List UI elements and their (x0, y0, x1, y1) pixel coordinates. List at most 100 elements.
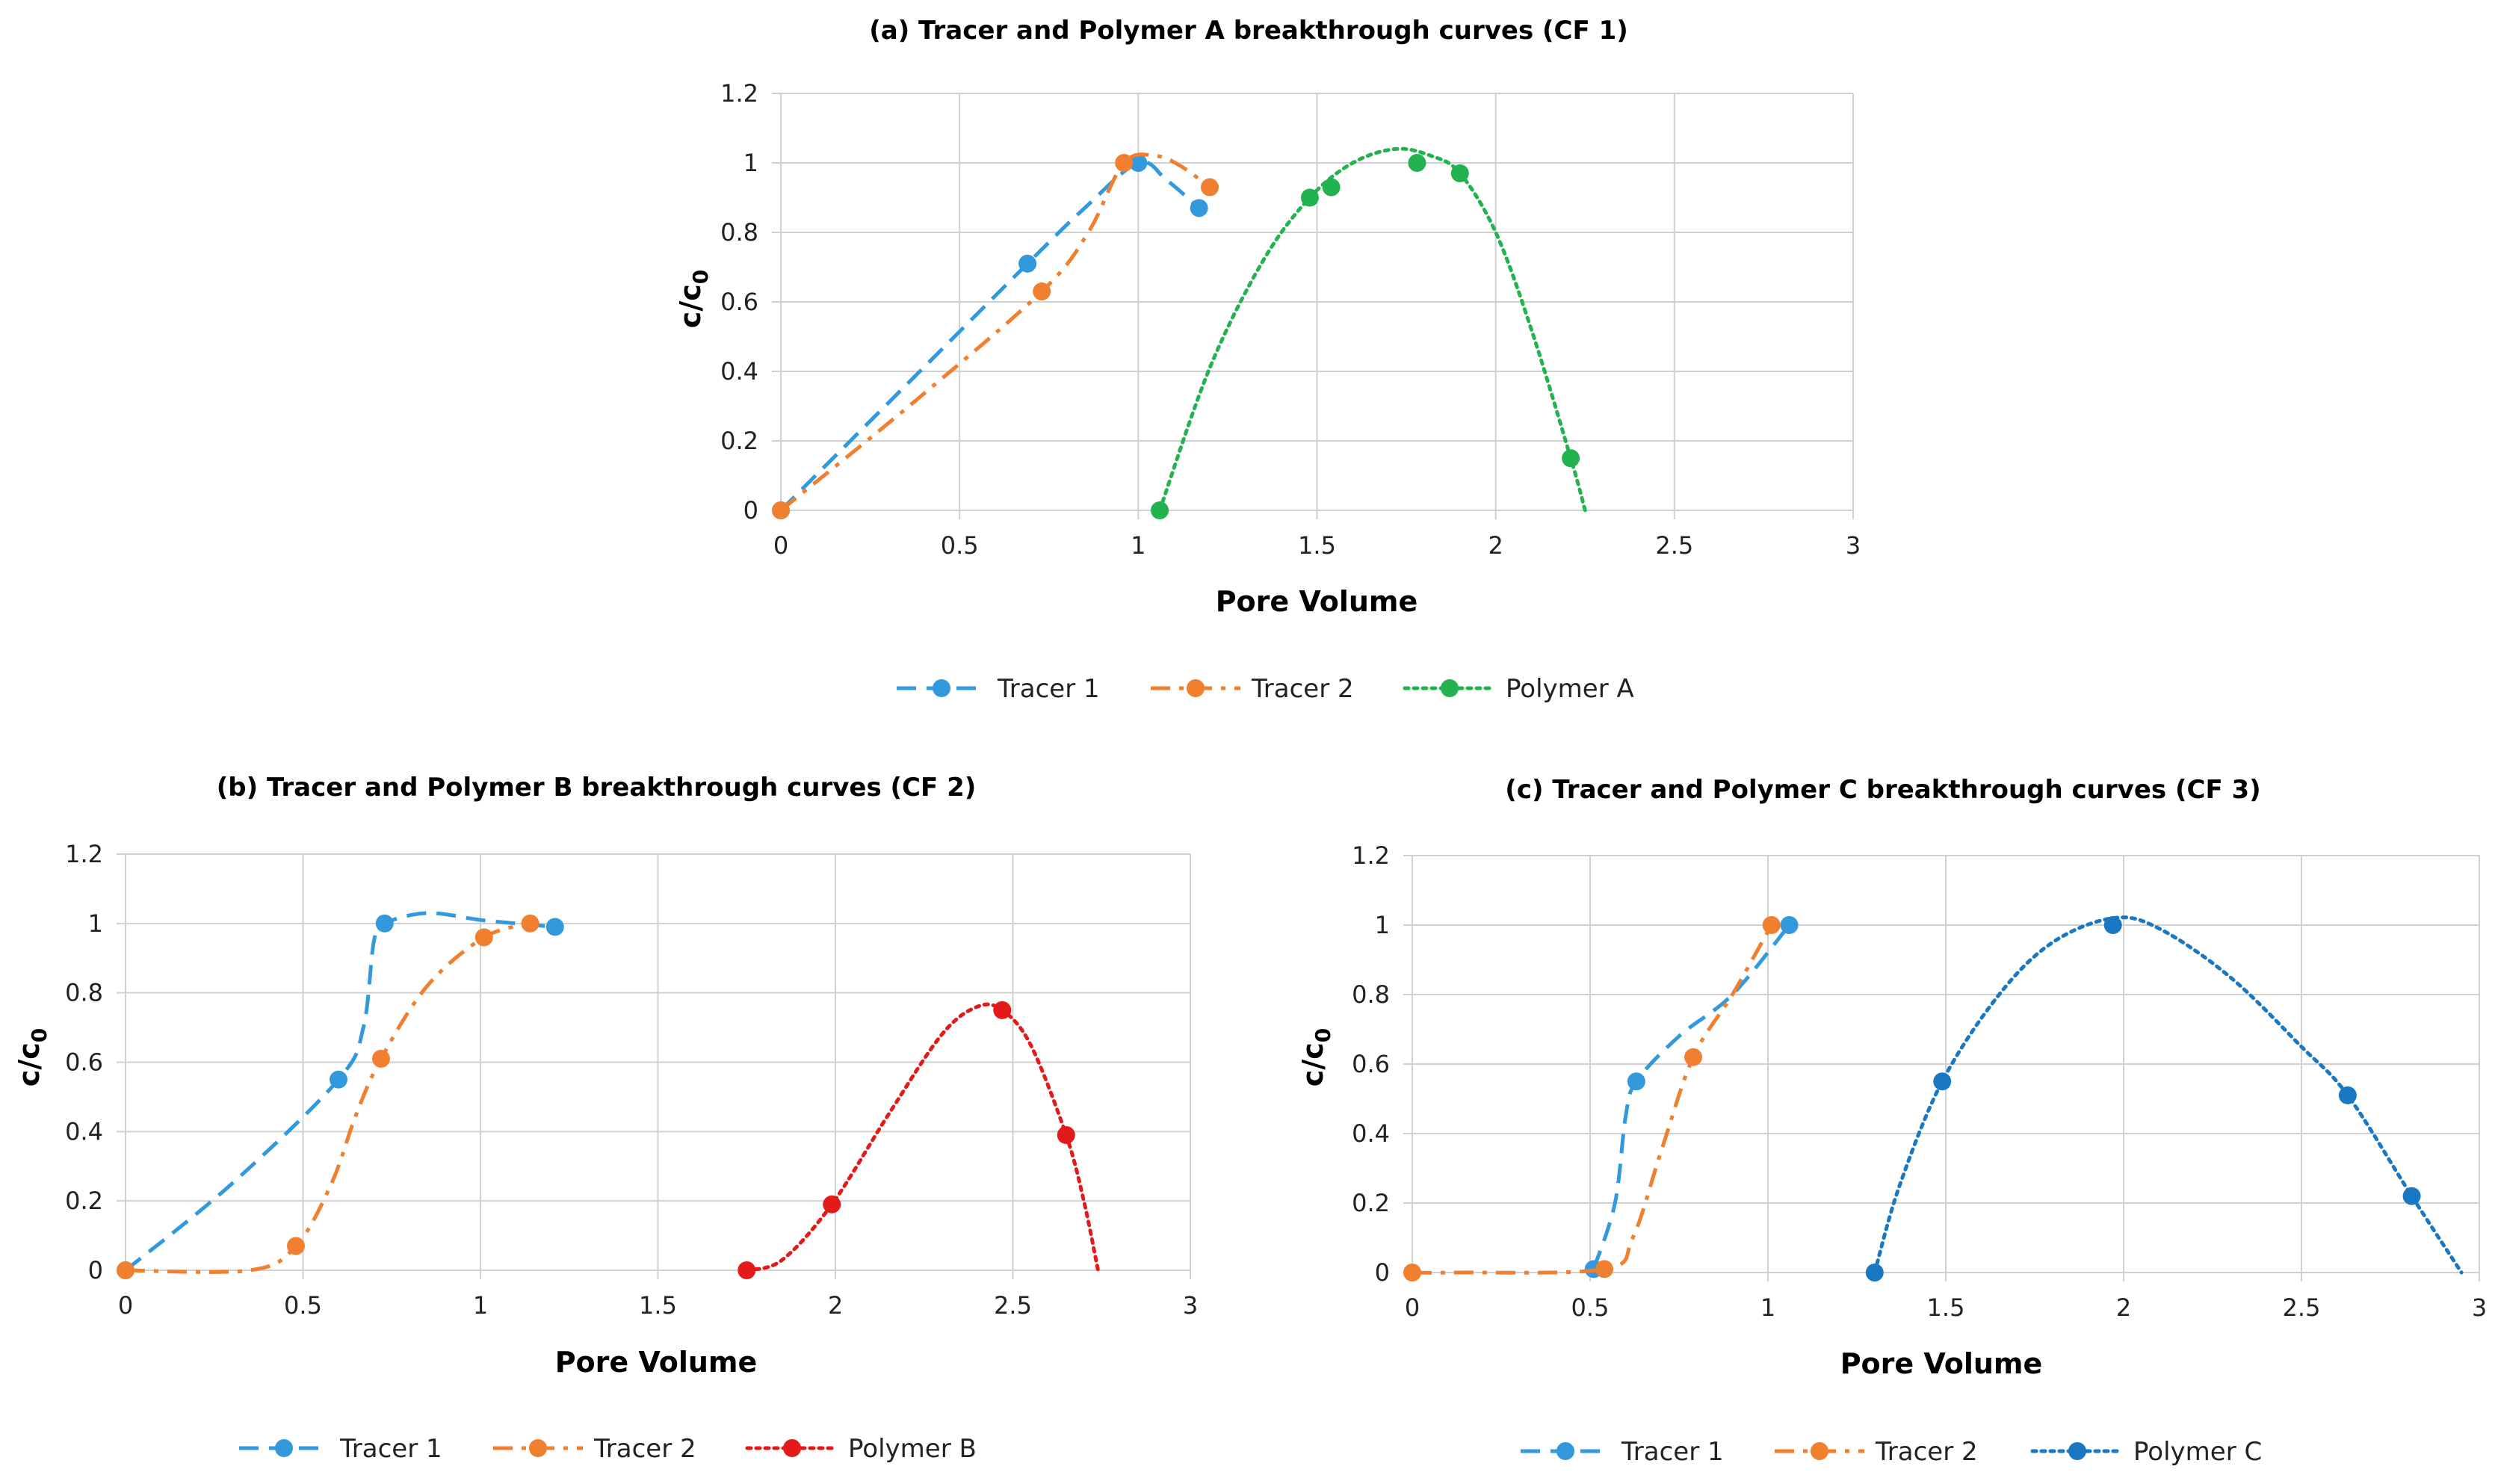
y-tick-label: 0 (743, 496, 758, 525)
x-tick-label: 1.5 (1927, 1293, 1965, 1322)
data-point-tracer-2 (1033, 282, 1051, 301)
y-tick-label: 1.2 (1352, 841, 1390, 870)
data-point-tracer-2 (1403, 1264, 1421, 1282)
legend-item: Tracer 2 (1775, 1437, 1978, 1467)
data-point-tracer-1 (1190, 199, 1208, 217)
x-tick-label: 0.5 (284, 1291, 322, 1320)
y-tick-label: 1.2 (720, 79, 758, 108)
series-line-tracer-1 (1592, 924, 1791, 1270)
x-tick-label: 2.5 (1655, 531, 1693, 560)
data-point-polymer-b (738, 1261, 756, 1279)
legend-item: Tracer 1 (897, 674, 1100, 704)
legend-item: Tracer 2 (493, 1434, 696, 1464)
chart-b-series (117, 911, 1100, 1279)
legend-swatch-marker (1441, 679, 1459, 697)
y-tick-label: 0 (1375, 1258, 1390, 1287)
legend-item: Polymer C (2030, 1437, 2262, 1467)
chart-c-title: (c) Tracer and Polymer C breakthrough cu… (1505, 775, 2260, 805)
chart-a-ylabel: c/c0 (674, 270, 713, 328)
y-tick-label: 1.2 (65, 840, 103, 868)
data-point-tracer-1 (1780, 916, 1799, 934)
x-tick-label: 3 (2472, 1293, 2487, 1322)
data-point-polymer-b (823, 1195, 841, 1214)
data-point-polymer-c (2402, 1187, 2421, 1205)
data-point-tracer-1 (1129, 154, 1148, 172)
data-point-tracer-2 (1115, 154, 1134, 172)
data-point-tracer-1 (330, 1070, 347, 1089)
data-point-polymer-c (1933, 1072, 1952, 1091)
y-tick-label: 1 (743, 149, 758, 177)
y-tick-label: 0.8 (1352, 980, 1390, 1009)
chart-b-ylabel-sub: 0 (27, 1028, 52, 1042)
chart-a-title: (a) Tracer and Polymer A breakthrough cu… (869, 16, 1628, 46)
x-tick-label: 1 (1760, 1293, 1775, 1322)
data-point-polymer-a (1562, 449, 1580, 468)
data-point-tracer-2 (521, 914, 539, 933)
chart-a-xlabel: Pore Volume (1216, 585, 1418, 618)
y-tick-label: 0.6 (65, 1048, 103, 1077)
data-point-polymer-c (2338, 1086, 2357, 1104)
chart-a-legend: Tracer 1 Tracer 2 Polymer A (897, 674, 1634, 704)
chart-b-grid (117, 853, 1191, 1279)
data-point-polymer-b (993, 1001, 1012, 1019)
legend-label: Polymer C (2133, 1437, 2262, 1467)
x-tick-label: 3 (1183, 1291, 1198, 1320)
chart-c-series (1403, 915, 2464, 1282)
data-point-polymer-c (1865, 1264, 1884, 1282)
y-tick-label: 0.8 (65, 979, 103, 1007)
chart-b-legend: Tracer 1 Tracer 2 Polymer B (239, 1434, 977, 1464)
data-point-polymer-a (1322, 178, 1341, 197)
x-tick-label: 1.5 (1298, 531, 1336, 560)
legend-swatch-marker (783, 1439, 801, 1457)
data-point-tracer-2 (1684, 1048, 1703, 1066)
legend-swatch-marker (275, 1439, 293, 1457)
chart-b-tick-labels: 0 0.5 1 1.5 2 2.5 3 0 0.2 0.4 0.6 0.8 1 1.2 (65, 840, 1198, 1320)
data-point-polymer-a (1151, 501, 1169, 519)
data-point-tracer-2 (287, 1237, 305, 1255)
y-tick-label: 1 (88, 909, 103, 938)
x-tick-label: 0 (773, 531, 788, 560)
legend-item: Tracer 2 (1151, 674, 1354, 704)
chart-c: (c) Tracer and Polymer C breakthrough cu… (1296, 775, 2487, 1467)
chart-a-ylabel-main: c/c (674, 284, 707, 328)
data-point-tracer-2 (772, 501, 790, 519)
data-point-tracer-2 (372, 1049, 390, 1068)
chart-c-ylabel: c/c0 (1296, 1028, 1335, 1086)
series-line-polymer-c (1873, 915, 2464, 1275)
data-point-tracer-2 (1201, 178, 1219, 197)
data-point-tracer-1 (545, 918, 564, 936)
y-tick-label: 0.4 (1352, 1119, 1390, 1148)
legend-label: Tracer 1 (339, 1434, 442, 1464)
legend-label: Tracer 2 (593, 1434, 696, 1464)
data-point-tracer-1 (1018, 254, 1037, 273)
series-line-tracer-1 (124, 911, 556, 1272)
x-tick-label: 2.5 (2283, 1293, 2321, 1322)
data-point-tracer-1 (375, 914, 394, 933)
chart-b-ylabel-main: c/c (13, 1042, 46, 1086)
legend-label: Tracer 1 (997, 674, 1100, 704)
chart-b-title: (b) Tracer and Polymer B breakthrough cu… (217, 773, 977, 803)
y-tick-label: 0.2 (720, 427, 758, 455)
legend-swatch-marker (2068, 1442, 2086, 1460)
series-line-tracer-1 (779, 160, 1201, 512)
chart-a: (a) Tracer and Polymer A breakthrough cu… (674, 16, 1861, 704)
chart-b-xlabel: Pore Volume (555, 1346, 758, 1379)
x-tick-label: 1 (473, 1291, 488, 1320)
x-tick-label: 0.5 (1571, 1293, 1610, 1322)
y-tick-label: 1 (1375, 911, 1390, 939)
series-line-tracer-2 (125, 921, 531, 1274)
x-tick-label: 1 (1131, 531, 1146, 560)
chart-a-tick-labels: 0 0.5 1 1.5 2 2.5 3 0 0.2 0.4 0.6 0.8 1 1.2 (720, 79, 1861, 560)
x-tick-label: 2 (2116, 1293, 2131, 1322)
data-point-tracer-2 (117, 1261, 135, 1279)
data-point-tracer-2 (474, 928, 493, 947)
legend-label: Tracer 2 (1251, 674, 1354, 704)
data-point-polymer-a (1450, 164, 1469, 182)
y-tick-label: 0.8 (720, 218, 758, 247)
data-point-tracer-1 (1627, 1072, 1645, 1091)
x-tick-label: 1.5 (639, 1291, 677, 1320)
x-tick-label: 0 (1405, 1293, 1420, 1322)
series-line-polymer-a (1157, 146, 1587, 513)
legend-label: Polymer B (848, 1434, 977, 1464)
